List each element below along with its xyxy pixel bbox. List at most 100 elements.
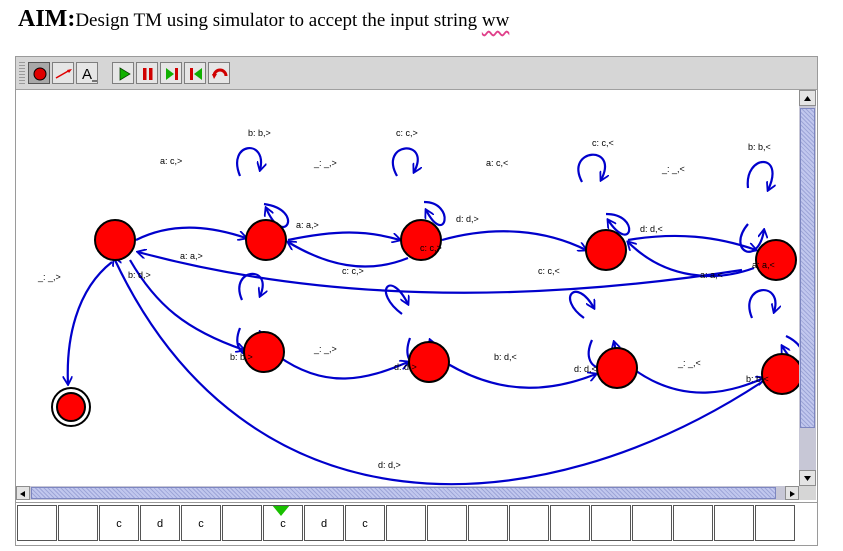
label-edge-q0-accept: _: _,> <box>37 272 61 282</box>
label-edge-p2-p3: b: d,< <box>494 352 517 362</box>
loop-p2-top <box>384 284 408 315</box>
reset-button[interactable] <box>208 62 230 84</box>
tape-cell[interactable] <box>386 505 426 541</box>
caret-right-icon <box>790 491 795 497</box>
edge-q0-q1 <box>135 226 246 240</box>
tape-cell[interactable] <box>427 505 467 541</box>
label-p2-loop-top: c: c,> <box>342 266 364 276</box>
label-tool-button[interactable]: A <box>76 62 98 84</box>
pause-button[interactable] <box>136 62 158 84</box>
state-p2[interactable] <box>408 341 450 383</box>
tape-cell[interactable] <box>673 505 713 541</box>
transition-arrow-icon <box>55 69 72 79</box>
tape: c d c c d c <box>16 502 817 543</box>
loop-p4-top <box>748 289 775 319</box>
diagram-canvas[interactable]: b: b,> c: c,> c: c,< b: b,< a: c,> _: _,… <box>16 90 799 486</box>
state-accept[interactable] <box>56 392 86 422</box>
tape-cell[interactable] <box>222 505 262 541</box>
tape-cell[interactable] <box>468 505 508 541</box>
loop-q2-bottom <box>423 200 446 226</box>
edge-p1-p2 <box>277 355 408 380</box>
edge-p4-q0 <box>114 258 763 486</box>
state-q2[interactable] <box>400 219 442 261</box>
vertical-scroll-thumb[interactable] <box>800 108 815 428</box>
tape-cell[interactable]: c <box>99 505 139 541</box>
play-icon <box>119 67 131 81</box>
state-q3[interactable] <box>585 229 627 271</box>
reset-icon <box>212 68 228 79</box>
label-edge-p3-p4: _: _,< <box>677 358 701 368</box>
tape-cell[interactable] <box>17 505 57 541</box>
step-back-button[interactable] <box>184 62 206 84</box>
edge-q4-q0 <box>138 252 743 294</box>
label-edge-q0-q1: a: c,> <box>160 156 182 166</box>
tape-cell[interactable]: c <box>263 505 303 541</box>
edge-p3-p4 <box>631 367 764 394</box>
label-tool-glyph: A <box>82 66 92 83</box>
caret-up-icon <box>804 96 811 101</box>
tape-cell[interactable] <box>509 505 549 541</box>
tape-cell[interactable]: c <box>345 505 385 541</box>
state-circle-icon <box>33 67 47 81</box>
scroll-up-arrow[interactable] <box>799 90 816 106</box>
state-q1[interactable] <box>245 219 287 261</box>
label-q2-loop-top: c: c,> <box>396 128 418 138</box>
label-q2-loop-bottom: d: d,> <box>456 214 479 224</box>
label-edge-q2-q1: a: a,> <box>296 220 319 230</box>
label-p4-loop-right: a: a,< <box>752 260 775 270</box>
label-edge-p4-q0: d: d,> <box>378 460 401 470</box>
label-p1-loop-bottom: b: b,> <box>230 352 253 362</box>
tape-cell[interactable] <box>632 505 672 541</box>
state-tool-button[interactable] <box>28 62 50 84</box>
aim-heading: AIM:Design TM using simulator to accept … <box>18 6 509 33</box>
tape-cell[interactable]: d <box>140 505 180 541</box>
label-edge-q0-p1: b: d,> <box>128 270 151 280</box>
aim-input-string: ww <box>481 10 510 31</box>
tape-cell[interactable]: c <box>181 505 221 541</box>
label-q3-loop-bottom: d: d,< <box>640 224 663 234</box>
run-button[interactable] <box>112 62 134 84</box>
aim-text: Design TM using simulator to accept the … <box>75 10 482 31</box>
step-forward-button[interactable] <box>160 62 182 84</box>
scroll-left-arrow[interactable] <box>16 486 30 500</box>
scroll-down-arrow[interactable] <box>799 470 816 486</box>
transition-tool-button[interactable] <box>52 62 74 84</box>
state-p3[interactable] <box>596 347 638 389</box>
label-p2-loop-bottom: d: d,> <box>394 362 417 372</box>
step-back-icon <box>190 68 202 80</box>
state-p1[interactable] <box>243 331 285 373</box>
edge-q2-q3 <box>441 230 586 250</box>
label-p3-loop-bottom: d: d,< <box>574 364 597 374</box>
scroll-corner <box>799 486 816 500</box>
tape-cell[interactable] <box>714 505 754 541</box>
tm-state-diagram: b: b,> c: c,> c: c,< b: b,< a: c,> _: _,… <box>37 128 799 486</box>
loop-q2-top <box>391 147 418 177</box>
state-q4[interactable] <box>755 239 797 281</box>
tape-head-marker <box>272 505 290 516</box>
state-q0[interactable] <box>94 219 136 261</box>
horizontal-scroll-thumb[interactable] <box>31 487 776 499</box>
tape-cell[interactable] <box>550 505 590 541</box>
tape-cell[interactable]: d <box>304 505 344 541</box>
label-edge-q2-q3: a: c,< <box>486 158 508 168</box>
caret-left-icon <box>20 491 25 497</box>
label-edge-q3-q4: _: _,< <box>661 164 685 174</box>
toolbar-grip[interactable] <box>19 62 25 84</box>
horizontal-scrollbar[interactable] <box>16 486 799 500</box>
label-q4-loop-top: b: b,< <box>748 142 771 152</box>
loop-p3-top <box>569 290 594 319</box>
tape-cell[interactable] <box>58 505 98 541</box>
edge-q0-p1 <box>129 259 244 350</box>
state-p4[interactable] <box>761 353 799 395</box>
scroll-right-arrow[interactable] <box>785 486 799 500</box>
tape-cell[interactable] <box>591 505 631 541</box>
tape-cell[interactable] <box>755 505 795 541</box>
loop-q1-top <box>236 147 261 177</box>
label-p1-loop-top: a: a,> <box>180 251 203 261</box>
edge-q1-q2 <box>287 231 400 241</box>
label-edge-q1-q2: _: _,> <box>313 158 337 168</box>
vertical-scrollbar[interactable] <box>799 90 816 486</box>
text-label-icon: A <box>82 66 97 83</box>
step-forward-icon <box>166 68 178 80</box>
label-edge-q4-q0: c: c,> <box>420 243 442 253</box>
